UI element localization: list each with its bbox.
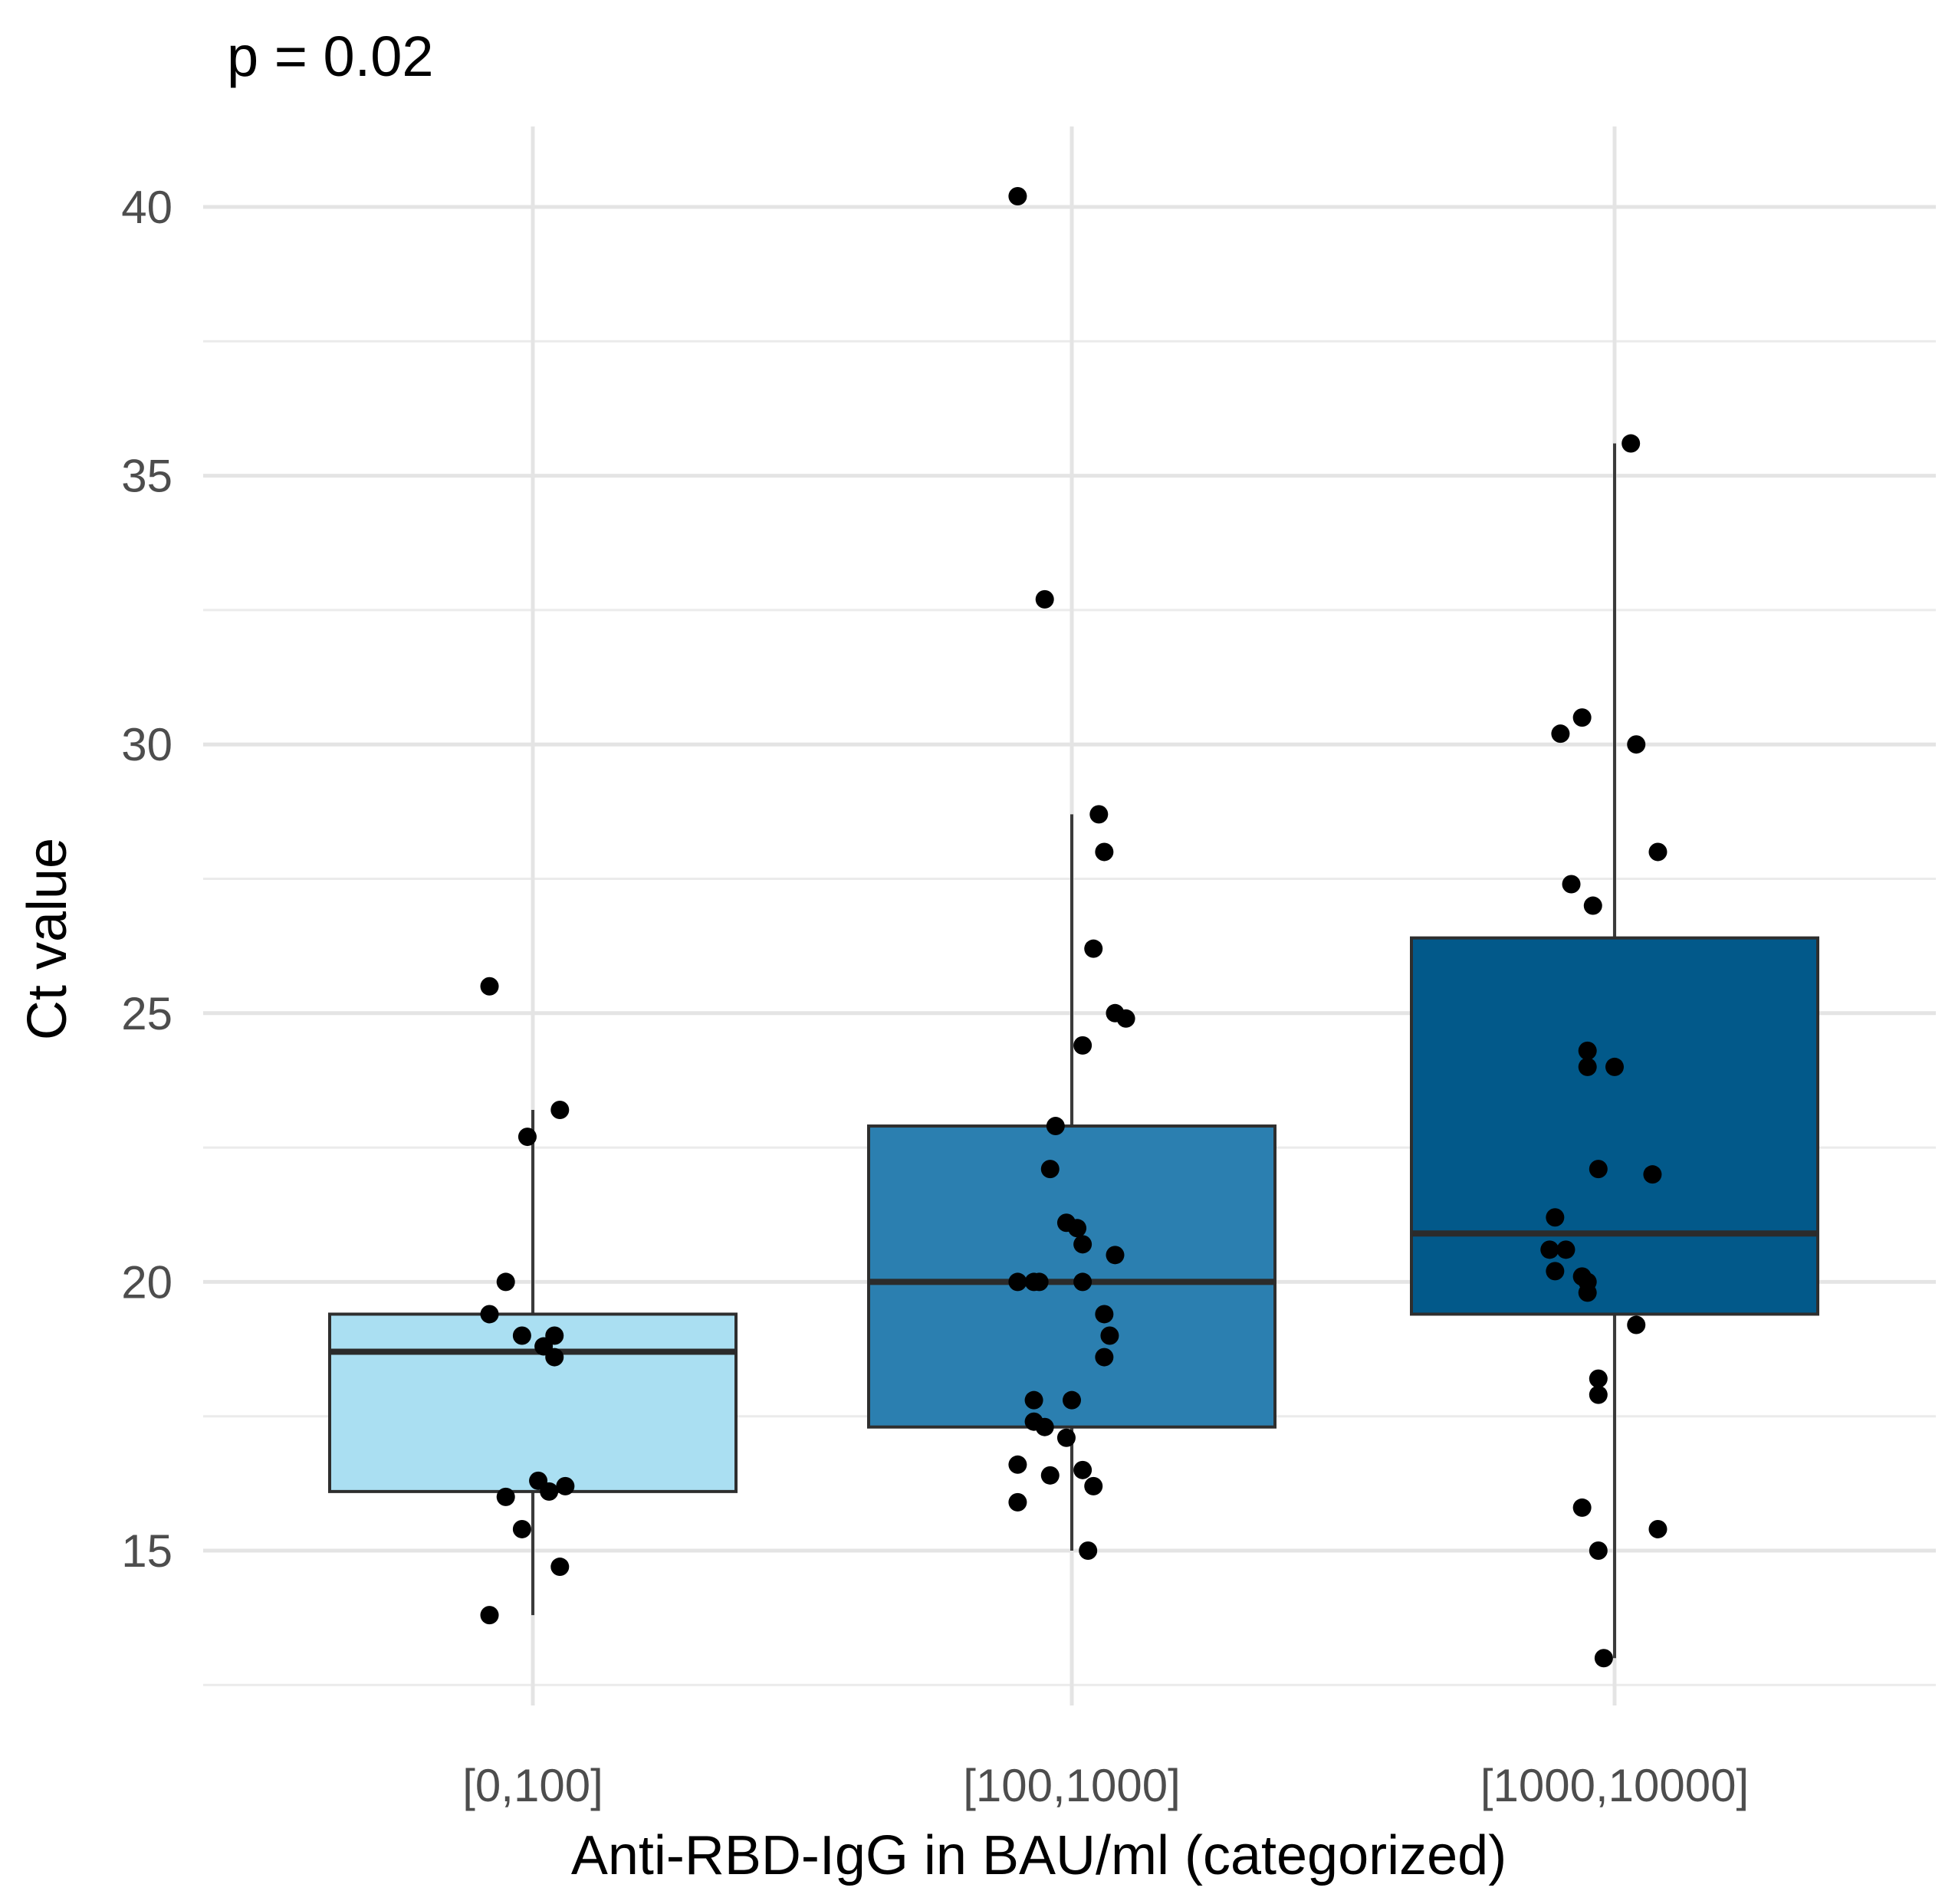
y-tick-labels: 15 20 25 30 35 40 (121, 182, 172, 1577)
data-point (1008, 1455, 1027, 1474)
box-iqr (328, 1312, 738, 1493)
data-point (1572, 708, 1592, 727)
data-point (1578, 1041, 1597, 1060)
data-point (1056, 1428, 1076, 1447)
data-point (1589, 1385, 1608, 1404)
data-point (496, 1487, 515, 1506)
data-point (1100, 1326, 1119, 1345)
data-point (1594, 1649, 1613, 1668)
data-point (496, 1272, 515, 1292)
x-tick-label: [100,1000] (963, 1760, 1181, 1811)
data-point (480, 1606, 499, 1625)
y-axis-title: Ct value (17, 838, 78, 1040)
boxes (328, 443, 1819, 1659)
data-point (1073, 1036, 1092, 1055)
data-point (512, 1326, 531, 1345)
data-point (1073, 1460, 1092, 1479)
data-point (1008, 186, 1027, 205)
data-point (1095, 1348, 1114, 1367)
y-tick-label: 15 (121, 1525, 172, 1577)
box-1 (328, 1110, 738, 1616)
data-point (1008, 1272, 1027, 1292)
data-point (1035, 589, 1054, 609)
data-point (1106, 1246, 1125, 1265)
data-point (1627, 735, 1646, 754)
data-point (1030, 1272, 1049, 1292)
data-point (1578, 1283, 1597, 1302)
data-point (1024, 1390, 1043, 1410)
data-point (1040, 1466, 1060, 1485)
data-point (518, 1128, 537, 1147)
data-point (1583, 896, 1602, 915)
data-point (1589, 1369, 1608, 1388)
data-point (540, 1482, 559, 1501)
data-point (1546, 1208, 1565, 1227)
data-point (556, 1476, 575, 1495)
data-point (545, 1348, 564, 1367)
data-point (1040, 1160, 1060, 1179)
data-point (1578, 1057, 1597, 1076)
data-point (1546, 1262, 1565, 1281)
box-iqr (867, 1124, 1276, 1429)
data-point (1589, 1541, 1608, 1560)
data-point (1084, 939, 1103, 958)
x-tick-label: [0,100] (462, 1760, 603, 1811)
data-point (1095, 1305, 1114, 1324)
data-point (1648, 842, 1668, 862)
data-point (1089, 805, 1109, 824)
data-point (1551, 724, 1570, 744)
data-point (1046, 1117, 1065, 1136)
data-point (1035, 1417, 1054, 1436)
data-point (480, 977, 499, 996)
data-point (1095, 842, 1114, 862)
y-tick-label: 40 (121, 182, 172, 233)
data-point (480, 1305, 499, 1324)
data-point (1068, 1219, 1087, 1238)
data-point (1556, 1240, 1576, 1259)
x-axis-title: Anti-RBD-IgG in BAU/ml (categorized) (571, 1825, 1506, 1886)
data-point (1073, 1235, 1092, 1254)
x-tick-labels: [0,100] [100,1000] [1000,10000] (462, 1760, 1749, 1811)
data-point (1084, 1476, 1103, 1495)
data-point (1540, 1240, 1559, 1259)
data-point (1008, 1492, 1027, 1512)
box-iqr (1410, 936, 1819, 1316)
x-tick-label: [1000,10000] (1480, 1760, 1749, 1811)
data-point (512, 1519, 531, 1538)
data-point (550, 1558, 570, 1577)
data-point (1622, 434, 1641, 453)
data-point (1063, 1390, 1081, 1410)
data-point (1562, 875, 1581, 894)
data-point (550, 1101, 570, 1120)
y-tick-label: 25 (121, 988, 172, 1039)
y-tick-label: 20 (121, 1256, 172, 1308)
data-point (1589, 1160, 1608, 1179)
data-point (1073, 1272, 1092, 1292)
data-point (1116, 1009, 1135, 1028)
box-3 (1410, 443, 1819, 1659)
data-point (1648, 1519, 1668, 1538)
data-points (480, 186, 1668, 1668)
data-point (1627, 1315, 1646, 1334)
data-point (1605, 1057, 1624, 1076)
data-point (1079, 1541, 1098, 1560)
p-value-annotation: p = 0.02 (227, 25, 434, 88)
y-tick-label: 35 (121, 451, 172, 502)
data-point (1643, 1165, 1662, 1184)
y-tick-label: 30 (121, 719, 172, 770)
box-2 (867, 814, 1276, 1551)
data-point (1572, 1498, 1592, 1517)
